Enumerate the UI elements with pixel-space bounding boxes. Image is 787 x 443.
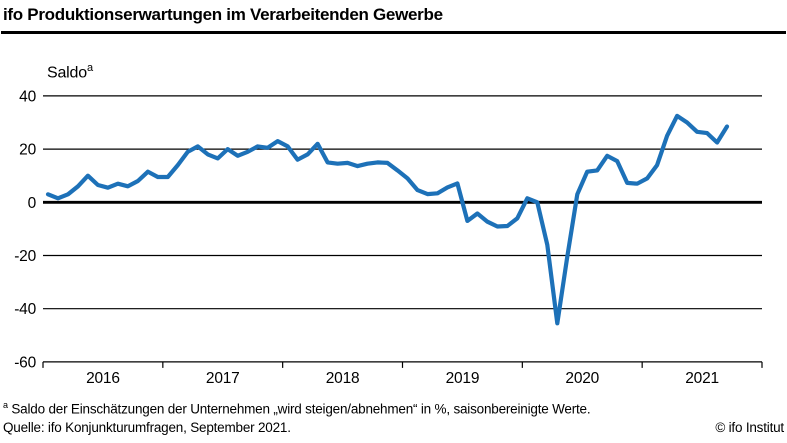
saldo-text: Saldo [47, 64, 87, 82]
x-tick-label-2021: 2021 [685, 370, 719, 387]
y-tick-label--40: -40 [14, 301, 36, 318]
y-tick-label-40: 40 [19, 88, 36, 105]
x-tick-label-2016: 2016 [86, 370, 120, 387]
y-tick-label-20: 20 [19, 142, 36, 159]
copyright-label: © ifo Institut [715, 420, 784, 435]
y-axis-unit-label: Saldoa [47, 62, 93, 82]
footnote: a Saldo der Einschätzungen der Unternehm… [3, 400, 591, 417]
saldo-superscript: a [86, 62, 93, 74]
x-tick-label-2017: 2017 [206, 370, 240, 387]
footnote-superscript: a [3, 400, 8, 410]
source-line: Quelle: ifo Konjunkturumfragen, Septembe… [3, 420, 291, 435]
y-tick-label--60: -60 [14, 354, 36, 371]
y-tick-label--20: -20 [14, 248, 36, 265]
title-divider [1, 31, 786, 34]
page-title: ifo Produktionserwartungen im Verarbeite… [3, 5, 443, 24]
x-tick-label-2019: 2019 [446, 370, 480, 387]
x-tick-label-2020: 2020 [565, 370, 599, 387]
y-tick-label-0: 0 [28, 195, 37, 212]
x-tick-label-2018: 2018 [326, 370, 360, 387]
data-line-produktionserwartungen [45, 113, 730, 326]
footnote-text: Saldo der Einschätzungen der Unternehmen… [11, 401, 591, 417]
